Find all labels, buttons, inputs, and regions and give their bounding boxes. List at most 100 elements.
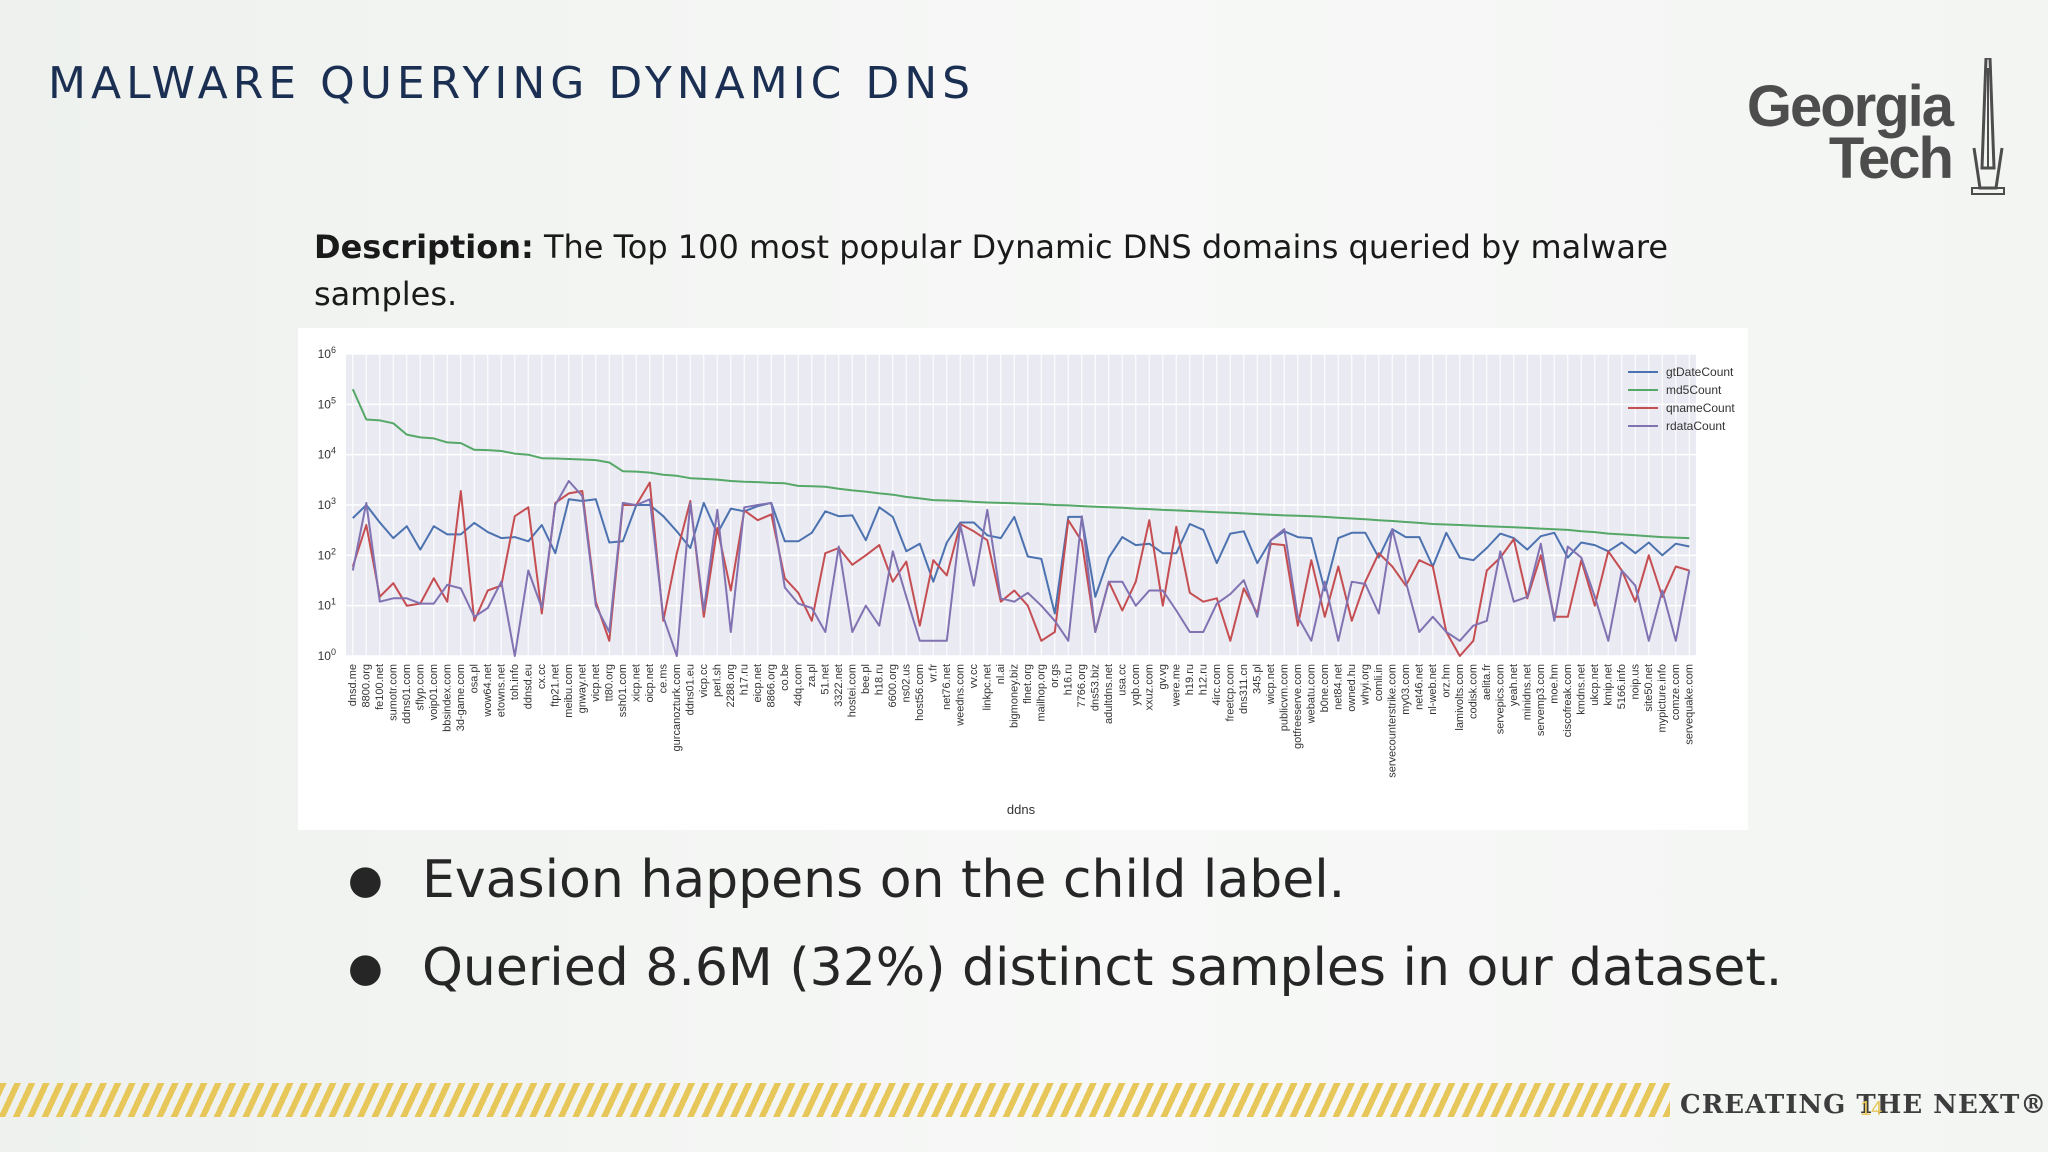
x-tick-label: my03.com — [1400, 664, 1412, 715]
x-tick-label: yeah.net — [1508, 664, 1520, 706]
chart-panel: 100 101 102 103 104 105 106 dnsd.me 8800.org fe10… — [298, 328, 1748, 830]
x-tick-label: yqb.com — [1130, 664, 1142, 706]
bullet-text: Queried 8.6M (32%) distinct samples in o… — [422, 938, 1783, 998]
bullet-item: ● Evasion happens on the child label. — [340, 836, 1782, 924]
x-tick-label: 8800.org — [360, 664, 372, 707]
x-tick-label: or.gs — [1049, 664, 1061, 688]
x-tick-label: wow64.net — [482, 664, 494, 718]
x-tick-label: servequake.com — [1683, 664, 1695, 745]
bullet-dot-icon: ● — [348, 857, 383, 903]
x-tick-label: toh.info — [509, 664, 521, 700]
x-tick-label: kmip.net — [1602, 664, 1614, 706]
x-tick-label: net76.net — [941, 664, 953, 710]
x-tick-label: perl.sh — [711, 664, 723, 697]
x-tick-label: flnet.org — [1022, 664, 1034, 704]
x-tick-label: 51.net — [819, 664, 831, 695]
x-tick-label: 8866.org — [765, 664, 777, 707]
legend-label: qnameCount — [1666, 401, 1735, 415]
x-tick-label: osa.pl — [468, 664, 480, 693]
x-tick-label: gv.vg — [1157, 664, 1169, 689]
x-tick-label: webatu.com — [1305, 664, 1317, 724]
legend-label: rdataCount — [1666, 419, 1726, 433]
x-tick-label: vicp.cc — [698, 664, 710, 698]
ddns-line-chart: 100 101 102 103 104 105 106 dnsd.me 8800.org fe10… — [318, 345, 1736, 817]
x-tick-label: vicp.net — [590, 664, 602, 702]
x-tick-label: h18.ru — [873, 664, 885, 695]
x-tick-label: 345.pl — [1251, 664, 1263, 694]
description-label: Description: — [314, 228, 534, 266]
y-tick-label: 102 — [318, 546, 336, 562]
x-tick-label: sumotr.com — [387, 664, 399, 721]
x-tick-label: fe100.net — [374, 664, 386, 710]
x-tick-label: moe.hm — [1548, 664, 1560, 704]
x-tick-label: dns53.biz — [1089, 664, 1101, 711]
x-tick-label: tt80.org — [603, 664, 615, 701]
legend-label: gtDateCount — [1666, 365, 1734, 379]
x-tick-label: kmdns.net — [1575, 664, 1587, 715]
x-tick-label: mailhop.org — [1035, 664, 1047, 721]
x-tick-label: 2288.org — [725, 664, 737, 707]
x-tick-label: servemp3.com — [1535, 664, 1547, 736]
page-number: 14 — [1860, 1098, 1883, 1120]
x-tick-label: ciscofreak.com — [1562, 664, 1574, 737]
series-line-gtDateCount — [352, 498, 1690, 615]
x-tick-label: co.be — [779, 664, 791, 691]
x-tick-label: comze.com — [1670, 664, 1682, 720]
x-tick-label: 4irc.com — [1211, 664, 1223, 706]
x-tick-label: linkpc.net — [981, 664, 993, 710]
x-tick-label: usa.cc — [1116, 664, 1128, 696]
x-tick-label: 6600.org — [887, 664, 899, 707]
x-tick-label: codisk.com — [1467, 664, 1479, 719]
y-tick-label: 105 — [318, 395, 336, 411]
x-tick-label: 4dq.com — [792, 664, 804, 706]
series-line-rdataCount — [351, 480, 1691, 657]
x-tick-label: h19.ru — [1184, 664, 1196, 695]
x-tick-label: ssh01.com — [617, 664, 629, 717]
x-tick-label: net46.net — [1413, 664, 1425, 710]
footer-stripe-band — [0, 1083, 1670, 1117]
x-tick-label: noip.us — [1629, 664, 1641, 700]
x-tick-label: mypicture.info — [1656, 664, 1668, 732]
logo-line-2: Tech — [1828, 126, 1954, 191]
x-tick-label: nl.ai — [995, 664, 1007, 684]
x-tick-label: xxuz.com — [1143, 664, 1155, 710]
x-tick-label: vr.fr — [927, 664, 939, 683]
x-tick-label: etowns.net — [495, 664, 507, 717]
x-tick-label: owned.hu — [1346, 664, 1358, 712]
x-tick-label: voip01.com — [428, 664, 440, 720]
x-tick-label: ns02.us — [900, 664, 912, 703]
x-tick-label: dns311.cn — [1238, 664, 1250, 714]
x-tick-label: were.me — [1170, 664, 1182, 707]
x-tick-label: servepics.com — [1494, 664, 1506, 734]
x-tick-label: 5166.info — [1616, 664, 1628, 709]
x-tick-label: lamivolts.com — [1454, 664, 1466, 731]
y-tick-label: 104 — [318, 446, 336, 462]
x-tick-label: host56.com — [914, 664, 926, 721]
x-tick-label: net84.net — [1332, 664, 1344, 710]
x-tick-label: vv.cc — [968, 664, 980, 689]
y-tick-label: 106 — [318, 345, 336, 361]
x-tick-label: servecounterstrike.com — [1386, 664, 1398, 778]
x-tick-label: h17.ru — [738, 664, 750, 695]
x-tick-label: h16.ru — [1062, 664, 1074, 695]
x-axis-label: ddns — [1007, 802, 1036, 817]
x-tick-label: minidns.net — [1521, 664, 1533, 720]
x-tick-label: b0ne.com — [1319, 664, 1331, 712]
slide-title: MALWARE QUERYING DYNAMIC DNS — [48, 58, 976, 109]
x-tick-label: wicp.net — [1265, 664, 1277, 705]
x-tick-label: h12.ru — [1197, 664, 1209, 695]
x-tick-label: site50.net — [1643, 664, 1655, 712]
x-tick-label: adultdns.net — [1103, 664, 1115, 724]
legend-label: md5Count — [1666, 383, 1722, 397]
x-tick-label: gnway.net — [576, 664, 588, 713]
x-tick-label: nl-web.net — [1427, 664, 1439, 715]
x-tick-label: comli.in — [1373, 664, 1385, 701]
x-tick-label: publicvm.com — [1278, 664, 1290, 731]
x-tick-label: 3d-game.com — [455, 664, 467, 731]
x-tick-label: bee.pl — [860, 664, 872, 694]
x-tick-label: whyi.org — [1359, 664, 1371, 706]
x-tick-label: cx.cc — [536, 664, 548, 690]
bullet-dot-icon: ● — [348, 945, 383, 991]
x-tick-label: 7766.org — [1076, 664, 1088, 707]
x-tick-label: meibu.com — [563, 664, 575, 718]
